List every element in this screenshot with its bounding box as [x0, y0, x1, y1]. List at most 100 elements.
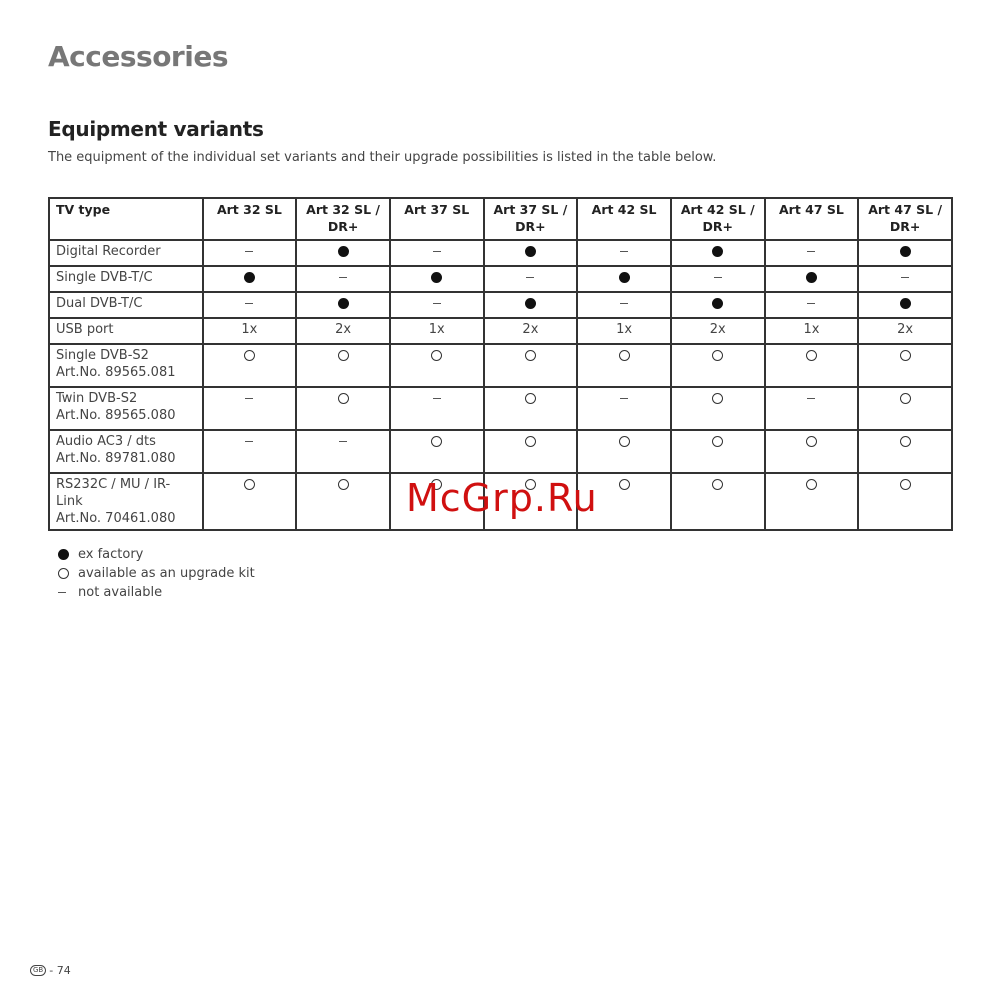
table-cell: [201, 429, 298, 474]
footer: GB - 74: [30, 964, 71, 977]
table-cell: [295, 239, 391, 267]
open-circle-icon: [899, 436, 911, 447]
legend-text: not available: [78, 585, 163, 600]
table-cell: [482, 472, 579, 531]
header-text: TV type: [56, 202, 111, 217]
header-row: TV type Art 32 SL Art 32 SL / DR+ Art 37 SL A…: [48, 197, 953, 241]
page-number: - 74: [49, 964, 71, 977]
header-text: Art 37 SL /: [493, 202, 568, 217]
open-circle-icon: [712, 350, 724, 361]
open-circle-icon: [618, 350, 630, 361]
table-cell: [763, 265, 860, 293]
column-header: Art 37 SL: [388, 197, 485, 241]
open-circle-icon: [712, 479, 724, 490]
table-cell: 2x: [857, 317, 953, 345]
dash-icon: [901, 277, 910, 278]
table-cell: [295, 429, 391, 474]
row-label: Digital Recorder: [48, 239, 204, 267]
dash-icon: [526, 277, 535, 278]
column-header: Art 32 SL / DR+: [295, 197, 391, 241]
table-row: Digital Recorder: [48, 239, 953, 267]
row-label-text: Art.No. 89781.080: [56, 451, 176, 466]
table-cell: [388, 239, 485, 267]
header-text: Art 47 SL: [778, 202, 844, 217]
table-cell: [388, 429, 485, 474]
table-cell: [857, 386, 953, 431]
header-text: Art 37 SL: [404, 202, 470, 217]
table-cell: [763, 429, 860, 474]
open-circle-icon: [712, 436, 724, 447]
table-cell: [388, 472, 485, 531]
filled-circle-icon: [899, 298, 911, 309]
cell-value: 1x: [241, 322, 258, 337]
table-cell: [576, 343, 672, 388]
table-row: Audio AC3 / dts Art.No. 89781.080: [48, 429, 953, 474]
table-cell: 1x: [576, 317, 672, 345]
dash-icon: [432, 398, 441, 399]
open-circle-icon: [899, 350, 911, 361]
column-header: Art 42 SL: [576, 197, 672, 241]
table-cell: 2x: [295, 317, 391, 345]
dash-icon: [245, 303, 254, 304]
table-row: USB port 1x 2x 1x 2x 1x 2x 1x 2x: [48, 317, 953, 345]
filled-circle-icon: [618, 272, 630, 283]
table-cell: 1x: [201, 317, 298, 345]
open-circle-icon: [337, 350, 349, 361]
table-cell: [669, 386, 766, 431]
table-cell: [857, 239, 953, 267]
country-badge: GB: [30, 965, 47, 976]
row-label: Single DVB-T/C: [48, 265, 204, 293]
row-label-text: Art.No. 89565.080: [56, 408, 176, 423]
table-cell: 1x: [763, 317, 860, 345]
table-cell: [295, 343, 391, 388]
open-circle-icon: [712, 393, 724, 404]
table-cell: [295, 472, 391, 531]
open-circle-icon: [899, 479, 911, 490]
dash-icon: [432, 303, 441, 304]
open-circle-icon: [431, 436, 443, 447]
dash-icon: [245, 251, 254, 252]
row-label: Twin DVB-S2 Art.No. 89565.080: [48, 386, 204, 431]
table-cell: [201, 265, 298, 293]
table-cell: [576, 291, 672, 319]
table-cell: 2x: [482, 317, 579, 345]
legend: ex factory available as an upgrade kit n…: [58, 545, 255, 602]
column-header: TV type: [48, 197, 204, 241]
table-cell: [576, 429, 672, 474]
filled-circle-icon: [899, 246, 911, 257]
cell-value: 1x: [803, 322, 820, 337]
page-title: Accessories: [48, 40, 229, 73]
dash-icon: [807, 398, 816, 399]
table-cell: [295, 291, 391, 319]
cell-value: 2x: [335, 322, 352, 337]
header-text: Art 32 SL: [216, 202, 282, 217]
legend-text: available as an upgrade kit: [78, 566, 255, 581]
header-text: DR+: [889, 219, 921, 234]
row-label-text: Single DVB-S2: [56, 348, 149, 363]
table-cell: [388, 386, 485, 431]
filled-circle-icon: [58, 549, 69, 560]
row-label-text: RS232C / MU / IR-Link: [56, 477, 171, 509]
open-circle-icon: [805, 350, 817, 361]
filled-circle-icon: [712, 298, 724, 309]
table-cell: 1x: [388, 317, 485, 345]
open-circle-icon: [243, 479, 255, 490]
equipment-table: TV type Art 32 SL Art 32 SL / DR+ Art 37 SL A…: [48, 197, 953, 531]
header-text: DR+: [515, 219, 546, 234]
dash-icon: [339, 277, 348, 278]
filled-circle-icon: [524, 246, 536, 257]
dash-icon: [58, 592, 66, 593]
cell-value: 2x: [522, 322, 539, 337]
filled-circle-icon: [337, 298, 349, 309]
open-circle-icon: [618, 436, 630, 447]
table-cell: [669, 291, 766, 319]
column-header: Art 47 SL / DR+: [857, 197, 953, 241]
table-cell: [388, 291, 485, 319]
header-text: DR+: [702, 219, 733, 234]
filled-circle-icon: [431, 272, 443, 283]
row-label-text: USB port: [56, 322, 114, 337]
filled-circle-icon: [337, 246, 349, 257]
table-cell: [576, 265, 672, 293]
cell-value: 1x: [428, 322, 445, 337]
table-cell: [576, 472, 672, 531]
